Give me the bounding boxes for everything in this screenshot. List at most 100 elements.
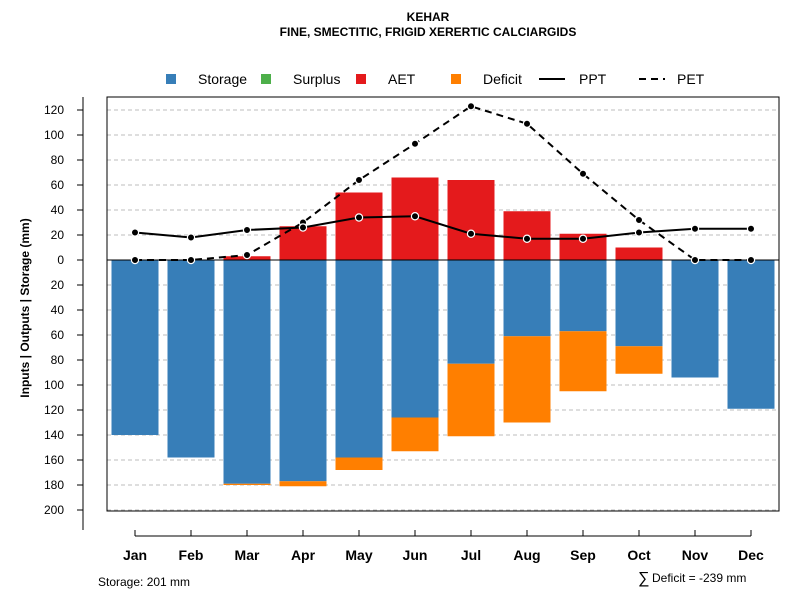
deficit-bar [335,457,383,470]
storage-bar [223,260,271,484]
x-tick-label: Aug [513,547,540,563]
deficit-bar [391,417,439,452]
x-axis: Jan Feb Mar Apr May Jun Jul Aug Sep Oct Nov Dec [123,530,764,563]
x-tick-label: May [345,547,372,563]
storage-bar [335,260,383,458]
y-tick-label: 120 [44,403,64,417]
deficit-bar [503,336,551,423]
x-tick-label: Apr [291,547,316,563]
pet-point [354,175,364,185]
pet-point [690,255,700,265]
ppt-line [134,215,751,240]
ppt-point [746,224,756,233]
y-tick-label: 80 [51,353,65,367]
pet-point [466,102,476,111]
storage-bar [559,260,607,332]
y-tick-label: 40 [51,203,65,217]
y-tick-label: 80 [51,153,65,167]
x-tick-label: Oct [627,547,651,563]
ppt-point [578,234,588,243]
ppt-point [690,224,700,233]
legend-label: PPT [579,71,607,87]
y-axis: 1201008060402002040608010012014016018020… [44,97,84,530]
storage-bar [447,260,495,364]
x-tick-label: Sep [570,547,596,563]
legend-label: AET [388,71,416,87]
storage-note: Storage: 201 mm [98,575,190,589]
y-tick-label: 120 [44,103,64,117]
aet-bar [447,180,495,260]
deficit-bar [447,363,495,437]
x-tick-label: Jul [461,547,481,563]
y-tick-label: 40 [51,303,65,317]
bars [106,96,780,512]
gridlines [107,109,779,511]
y-tick-label: 60 [51,328,65,342]
y-tick-label: 140 [44,428,64,442]
aet-bar [615,247,663,260]
series-lines [130,102,756,265]
ppt-point [634,228,644,237]
legend-swatch [356,74,366,84]
legend-label: Surplus [293,71,340,87]
legend-swatch [166,74,176,84]
aet-bar [335,192,383,260]
chart-subtitle: FINE, SMECTITIC, FRIGID XERERTIC CALCIAR… [280,25,577,39]
ppt-point [130,228,140,237]
ppt-point [522,234,532,243]
deficit-bar [279,481,327,487]
x-tick-label: Mar [235,547,260,563]
legend-swatch [451,74,461,84]
sigma-icon: ∑ [638,570,649,587]
deficit-bar [559,331,607,392]
x-tick-label: Nov [682,547,709,563]
storage-bar [279,260,327,482]
ppt-point [466,229,476,238]
legend-label: PET [677,71,705,87]
x-tick-label: Jun [403,547,428,563]
y-tick-label: 160 [44,453,64,467]
ppt-point [410,212,420,221]
storage-bar [167,260,215,458]
storage-bar [727,260,775,409]
storage-bar [111,260,159,435]
storage-bar [671,260,719,378]
deficit-bar [615,346,663,374]
y-tick-label: 0 [57,253,64,267]
y-axis-title: Inputs | Outputs | Storage (mm) [18,218,32,397]
chart-title: KEHAR [407,10,450,24]
pet-point [242,250,252,260]
x-tick-label: Dec [738,547,764,563]
pet-point [410,139,420,148]
pet-point [130,255,140,265]
y-tick-label: 100 [44,128,64,142]
ppt-point [186,233,196,242]
y-tick-label: 20 [51,228,65,242]
ppt-point [354,213,364,222]
ppt-point [242,225,252,235]
pet-point [186,255,196,265]
storage-bar [503,260,551,337]
storage-bar [391,260,439,418]
x-tick-label: Feb [179,547,204,563]
legend-swatch [261,74,271,84]
pet-point [522,119,532,128]
pet-point [634,215,644,225]
legend-label: Storage [198,71,247,87]
y-tick-label: 20 [51,278,65,292]
y-tick-label: 180 [44,478,64,492]
y-tick-label: 60 [51,178,65,192]
pet-point [746,255,756,265]
plot-frame [106,96,780,512]
y-tick-label: 200 [44,503,64,517]
deficit-bar [223,483,271,485]
y-tick-label: 100 [44,378,64,392]
legend-label: Deficit [483,71,522,87]
ppt-point [298,223,308,232]
x-tick-label: Jan [123,547,147,563]
legend: Storage Surplus AET Deficit PPT PET [166,71,705,87]
pet-point [578,169,588,178]
pet-line [135,105,751,261]
deficit-note: Deficit = -239 mm [652,571,746,585]
